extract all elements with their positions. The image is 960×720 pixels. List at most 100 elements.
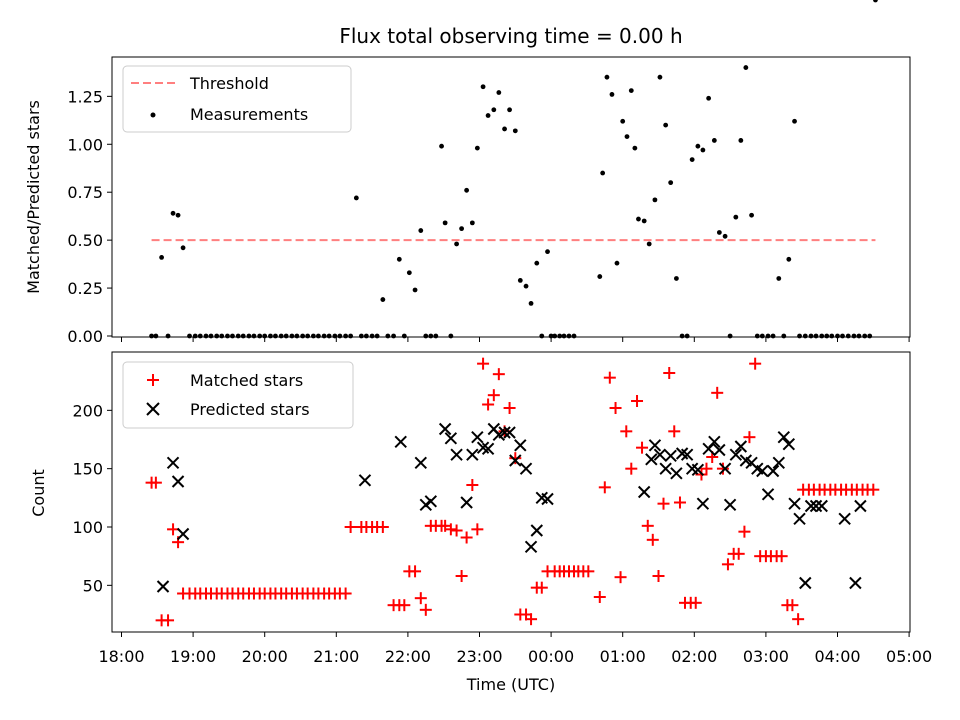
measurement-point xyxy=(380,297,386,302)
measurement-point xyxy=(268,333,273,339)
predicted-star-marker xyxy=(530,524,543,537)
predicted-star-marker xyxy=(815,499,828,513)
measurement-point xyxy=(819,333,825,339)
predicted-star-marker xyxy=(450,448,463,461)
measurement-point xyxy=(369,333,375,339)
measurement-point xyxy=(668,180,674,186)
x-tick-label: 23:00 xyxy=(456,647,502,666)
matched-star-marker xyxy=(492,368,505,381)
measurement-point xyxy=(448,333,454,339)
measurement-point xyxy=(528,301,534,306)
measurement-point xyxy=(851,333,857,339)
matched-star-marker xyxy=(525,613,538,626)
matched-star-marker xyxy=(450,524,463,537)
predicted-star-marker xyxy=(659,462,672,475)
predicted-star-marker xyxy=(761,488,775,501)
measurement-point xyxy=(743,65,749,70)
bottom-legend-box xyxy=(122,361,354,429)
matched-star-marker xyxy=(673,496,686,509)
measurement-point xyxy=(840,333,845,339)
x-tick-label: 21:00 xyxy=(313,647,359,666)
top-legend: Threshold Measurements xyxy=(122,65,352,133)
measurement-point xyxy=(534,260,540,266)
measurement-point xyxy=(727,333,733,339)
legend-predicted-label: Predicted stars xyxy=(190,400,310,419)
measurement-point xyxy=(776,276,782,281)
measurement-point xyxy=(175,212,181,218)
measurement-point xyxy=(808,333,814,339)
matched-star-marker xyxy=(738,525,751,538)
matched-star-marker xyxy=(663,367,676,379)
legend-threshold-label: Threshold xyxy=(189,74,269,93)
predicted-star-marker xyxy=(414,456,427,470)
matched-star-marker xyxy=(598,481,611,494)
predicted-star-marker xyxy=(503,426,516,439)
matched-star-marker xyxy=(419,603,432,616)
x-axis-label: Time (UTC) xyxy=(466,675,555,694)
measurement-point xyxy=(716,230,722,235)
predicted-star-marker xyxy=(653,448,667,461)
measurement-point xyxy=(597,274,603,279)
measurement-point xyxy=(442,220,448,226)
matched-star-marker xyxy=(743,431,756,444)
measurement-point xyxy=(781,333,787,339)
measurement-point xyxy=(829,333,835,339)
matched-star-marker xyxy=(652,570,665,582)
predicted-star-marker xyxy=(166,456,180,470)
predicted-star-marker xyxy=(670,467,683,480)
legend-matched-swatch xyxy=(147,374,159,386)
predicted-star-marker xyxy=(471,430,484,444)
measurement-point xyxy=(159,254,164,260)
measurement-point xyxy=(235,333,241,339)
legend-measurements-swatch xyxy=(150,112,156,118)
bottom-panel: 50 100 150 200 18:00 19:00 20:00 21:00 22:00 23:… xyxy=(29,351,932,694)
measurement-point xyxy=(496,90,502,95)
measurement-point xyxy=(561,333,567,339)
measurement-point xyxy=(628,88,634,93)
predicted-star-marker xyxy=(729,448,743,461)
predicted-star-marker xyxy=(793,512,806,526)
measurement-point xyxy=(412,287,418,293)
predicted-star-marker xyxy=(524,540,538,554)
measurement-point xyxy=(566,333,572,339)
bottom-predicted-layer xyxy=(156,422,867,593)
matched-star-marker xyxy=(631,395,644,407)
measurement-point xyxy=(273,333,278,339)
measurement-point xyxy=(539,333,545,339)
predicted-star-marker xyxy=(777,430,791,444)
y-tick-label: 0.75 xyxy=(67,183,103,202)
y-tick-label: 0.25 xyxy=(67,279,103,298)
measurement-point xyxy=(641,218,647,224)
matched-star-marker xyxy=(711,386,724,399)
measurement-point xyxy=(491,107,497,113)
matched-star-marker xyxy=(444,523,457,536)
measurement-point xyxy=(246,333,252,339)
measurement-point xyxy=(374,333,380,339)
matched-star-marker xyxy=(398,599,411,612)
matched-star-marker xyxy=(509,452,522,465)
measurement-point xyxy=(802,333,808,339)
matched-star-marker xyxy=(376,521,389,533)
measurement-point xyxy=(480,84,486,90)
measurement-point xyxy=(507,107,512,113)
measurement-point xyxy=(459,226,464,232)
measurement-point xyxy=(652,197,658,203)
measurement-point xyxy=(502,126,507,132)
measurement-point xyxy=(203,333,209,339)
matched-star-marker xyxy=(603,371,616,384)
x-tick-label: 04:00 xyxy=(814,647,860,666)
measurement-point xyxy=(684,333,690,339)
measurement-point xyxy=(845,333,851,339)
measurement-point xyxy=(711,138,717,143)
measurement-point xyxy=(197,333,203,339)
matched-star-marker xyxy=(636,441,649,454)
y-tick-label: 1.00 xyxy=(67,135,103,154)
predicted-star-marker xyxy=(444,432,458,445)
measurement-point xyxy=(208,333,214,339)
measurement-point xyxy=(813,333,819,339)
legend-matched-label: Matched stars xyxy=(190,371,303,390)
measurement-point xyxy=(759,333,765,339)
predicted-star-marker xyxy=(788,497,801,510)
measurement-point xyxy=(469,220,475,226)
measurement-point xyxy=(485,113,491,118)
